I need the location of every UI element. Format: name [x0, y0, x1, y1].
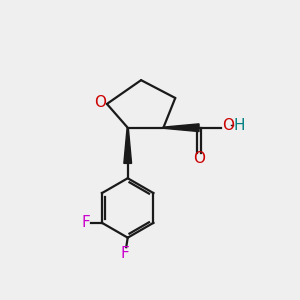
Text: F: F [81, 215, 90, 230]
Polygon shape [124, 128, 132, 164]
Text: F: F [121, 246, 130, 261]
Text: O: O [193, 151, 205, 166]
Polygon shape [164, 124, 199, 132]
Text: H: H [234, 118, 245, 133]
Text: O: O [94, 95, 106, 110]
Text: O: O [222, 118, 234, 133]
